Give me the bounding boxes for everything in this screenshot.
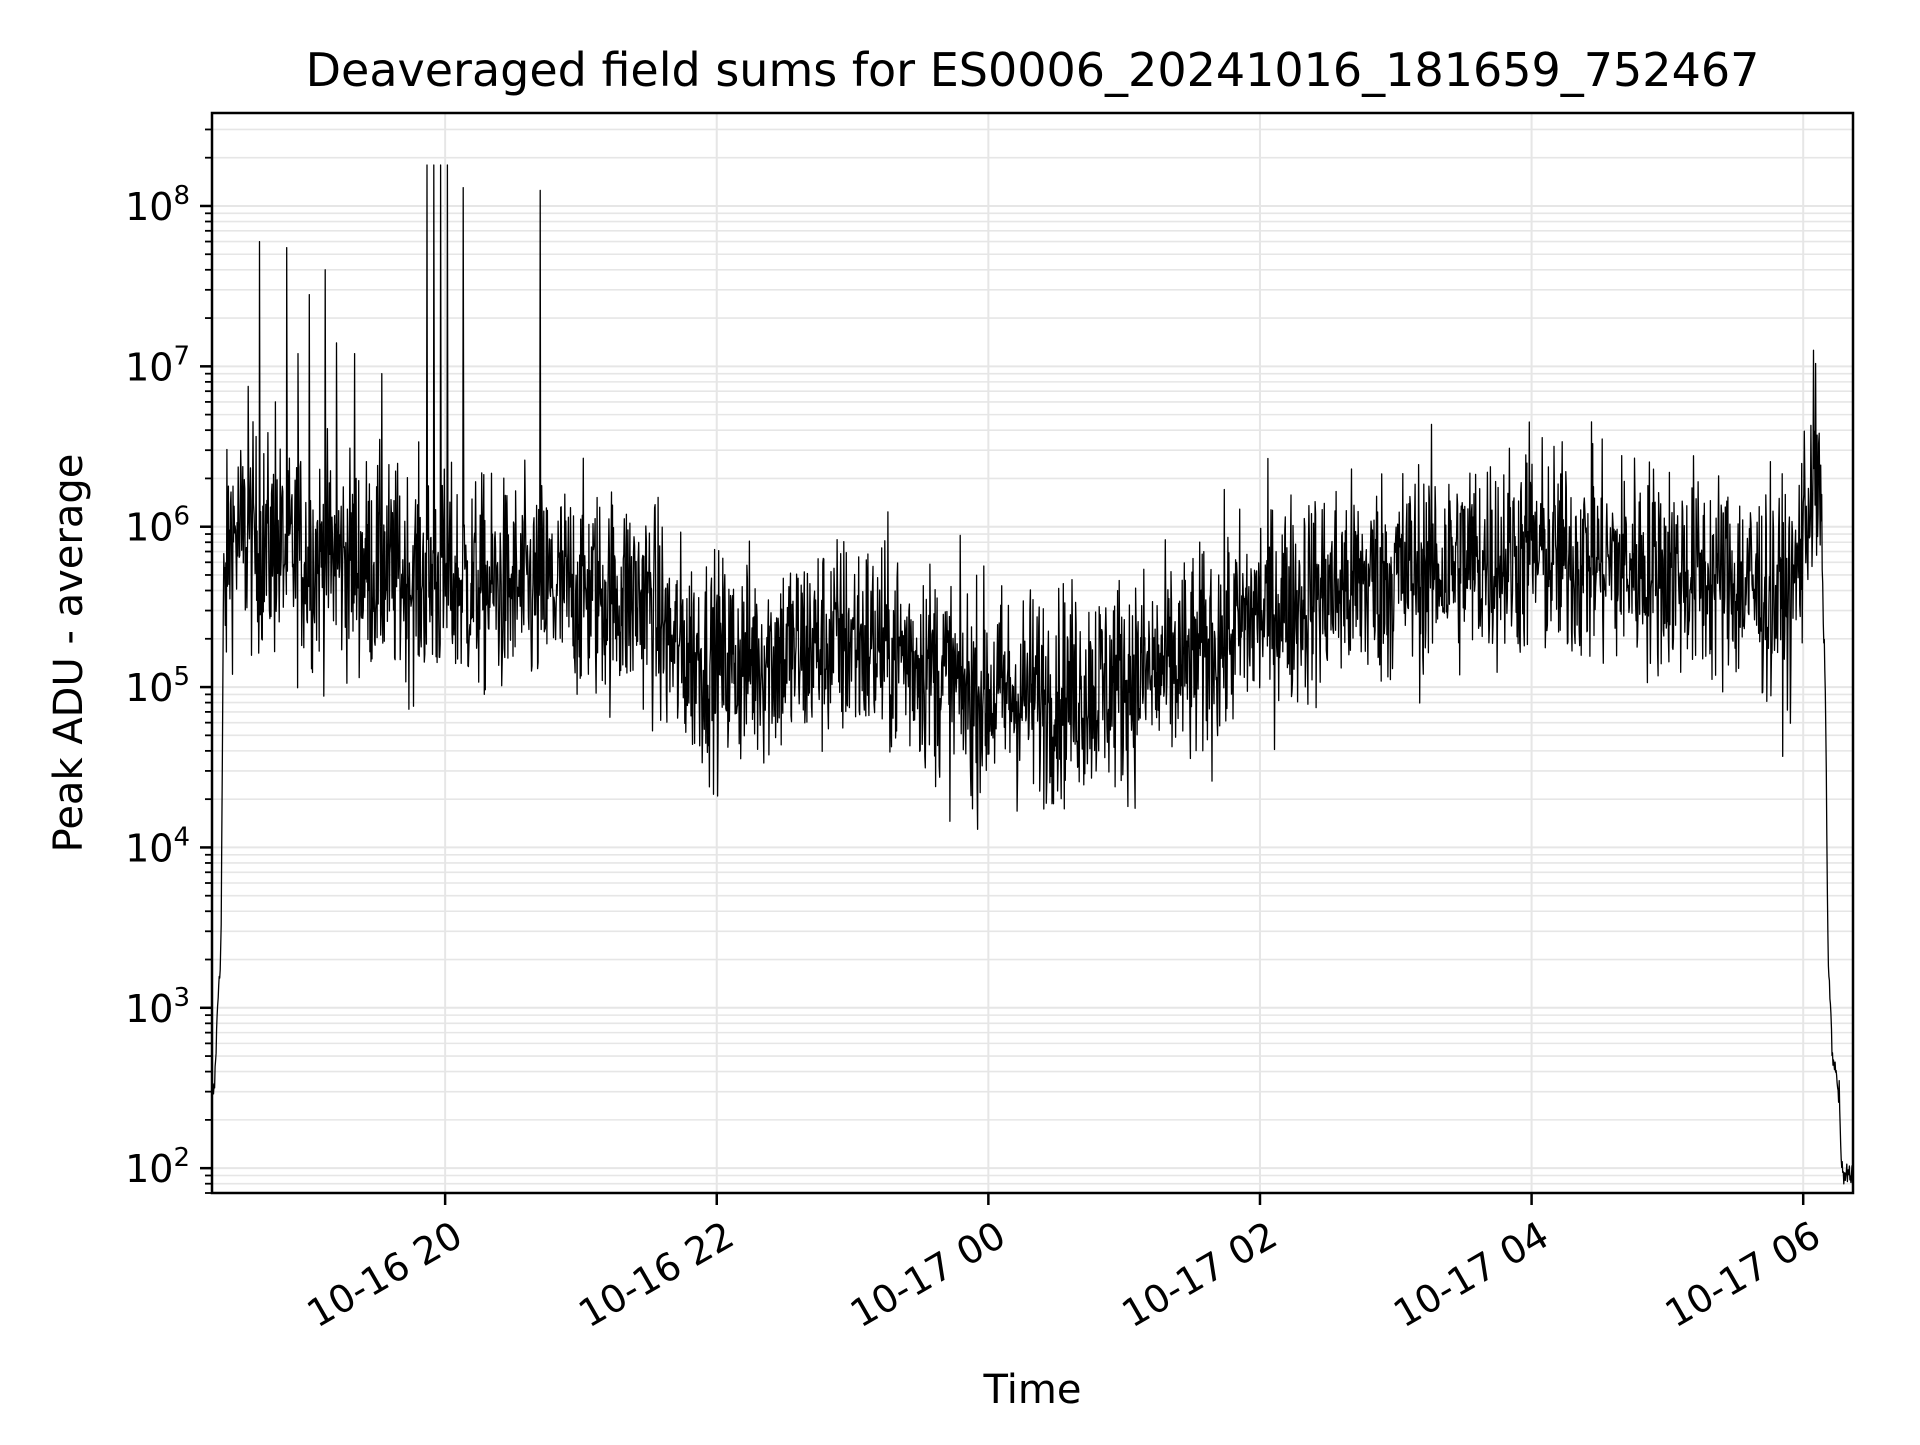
series-layer — [211, 164, 1854, 1185]
y-tick-label: 103 — [125, 983, 190, 1031]
y-axis-ticks: 102 103 104 105 106 107 108 — [125, 128, 212, 1194]
grid — [212, 113, 1853, 1194]
plot-frame — [210, 111, 1855, 1195]
x-tick-label: 10-17 04 — [1386, 1213, 1556, 1337]
x-axis-ticks: 10-16 20 10-16 22 10-17 00 10-17 02 10-17 04… — [300, 1193, 1828, 1336]
series-line — [211, 164, 1854, 1185]
chart-title: Deaveraged field sums for ES0006_2024101… — [306, 43, 1760, 97]
y-tick-label: 102 — [125, 1143, 190, 1191]
y-axis-label: Peak ADU - average — [46, 454, 92, 853]
y-tick-label: 104 — [125, 822, 190, 870]
x-tick-label: 10-16 22 — [571, 1213, 741, 1337]
x-tick-label: 10-17 02 — [1115, 1213, 1285, 1337]
y-tick-label: 107 — [125, 341, 190, 389]
x-tick-label: 10-17 06 — [1658, 1213, 1828, 1337]
y-tick-label: 106 — [125, 502, 190, 550]
y-tick-label: 105 — [125, 662, 190, 710]
x-tick-label: 10-16 20 — [300, 1213, 470, 1337]
x-axis-label: Time — [983, 1367, 1082, 1413]
x-tick-label: 10-17 00 — [843, 1213, 1013, 1337]
y-tick-label: 108 — [125, 181, 190, 229]
